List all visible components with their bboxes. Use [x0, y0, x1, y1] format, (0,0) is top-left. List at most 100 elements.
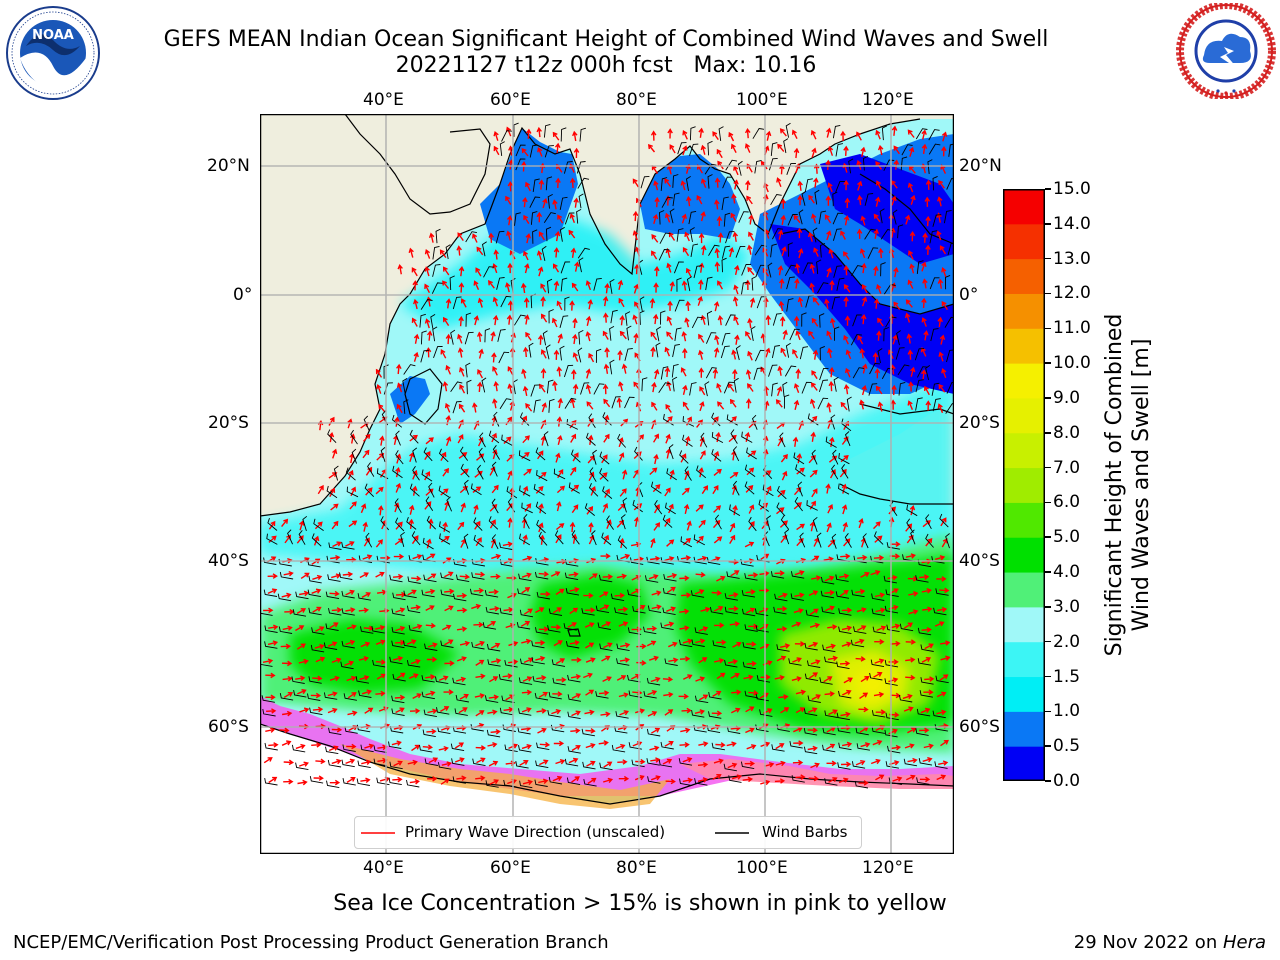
wind-barb	[754, 349, 766, 362]
wind-barb	[888, 777, 902, 785]
wave-direction-arrow	[375, 571, 385, 578]
colorbar-tick-label: 3.0	[1053, 596, 1081, 617]
wave-direction-arrow	[686, 520, 692, 531]
wave-direction-arrow	[797, 194, 803, 206]
wave-direction-arrow	[426, 553, 436, 560]
wind-barb	[932, 398, 941, 412]
wave-direction-arrow	[617, 759, 628, 765]
wave-direction-arrow	[359, 675, 370, 681]
wave-direction-arrow	[476, 331, 483, 342]
wind-barb	[295, 762, 309, 771]
wave-direction-arrow	[602, 295, 609, 307]
wind-barb	[371, 626, 385, 634]
wave-direction-arrow	[922, 232, 928, 243]
wave-direction-arrow	[525, 331, 532, 341]
wave-direction-arrow	[263, 757, 273, 764]
wave-direction-arrow	[921, 317, 927, 327]
wind-barb	[302, 515, 308, 532]
wave-direction-arrow	[666, 586, 676, 594]
wave-direction-arrow	[902, 693, 913, 700]
wind-barb	[577, 347, 583, 363]
wave-direction-arrow	[358, 607, 369, 614]
wind-barb	[548, 691, 562, 700]
wind-barb	[746, 447, 757, 460]
wave-direction-arrow	[713, 505, 722, 513]
wave-direction-arrow	[312, 606, 322, 613]
wind-barb	[597, 622, 611, 630]
wave-direction-arrow	[585, 689, 595, 696]
wave-direction-arrow	[747, 350, 753, 361]
colorbar-segment	[1003, 572, 1045, 608]
wave-direction-arrow	[745, 607, 756, 614]
wind-barb	[753, 367, 763, 381]
wave-direction-arrow	[652, 313, 659, 325]
wind-barb	[406, 660, 421, 668]
wave-direction-arrow	[941, 131, 948, 142]
lat-label-right-20n: 20°N	[959, 156, 1002, 176]
wave-direction-arrow	[350, 486, 357, 497]
wind-barb	[426, 515, 437, 530]
wind-barb	[812, 516, 818, 533]
wave-direction-arrow	[344, 660, 355, 667]
wind-barb	[547, 710, 561, 718]
wave-direction-arrow	[618, 692, 629, 698]
wave-direction-arrow	[569, 521, 576, 533]
colorbar-tick-label: 13.0	[1053, 248, 1091, 269]
wave-direction-arrow	[556, 677, 567, 683]
wave-direction-arrow	[682, 401, 690, 411]
wave-direction-arrow	[809, 608, 819, 616]
wave-direction-arrow	[860, 675, 870, 683]
wave-direction-arrow	[764, 762, 775, 768]
wave-direction-arrow	[535, 655, 546, 662]
wind-barb	[403, 399, 409, 414]
wave-direction-arrow	[937, 403, 944, 414]
wave-direction-arrow	[395, 467, 401, 478]
wave-direction-arrow	[748, 504, 755, 514]
wave-direction-arrow	[860, 572, 870, 578]
wave-direction-arrow	[682, 246, 690, 257]
wave-direction-arrow	[327, 641, 338, 647]
wave-direction-arrow	[797, 296, 804, 308]
wave-direction-arrow	[826, 760, 837, 767]
wave-direction-arrow	[716, 382, 722, 393]
wave-direction-arrow	[519, 760, 529, 766]
wave-direction-arrow	[361, 759, 372, 765]
wave-direction-arrow	[791, 621, 802, 628]
wind-barb	[436, 707, 450, 715]
wind-barb	[309, 776, 324, 784]
wind-barb	[927, 159, 933, 174]
wind-barb	[554, 530, 564, 545]
wind-barb	[784, 264, 797, 277]
wind-barb	[659, 232, 671, 244]
wind-barb	[628, 742, 642, 750]
wave-direction-arrow	[312, 574, 323, 581]
wind-barb	[518, 677, 533, 685]
wave-direction-arrow	[809, 500, 816, 510]
wind-barb	[686, 276, 692, 292]
wind-barb	[684, 466, 692, 481]
wave-direction-arrow	[331, 657, 342, 664]
wind-barb	[609, 279, 615, 294]
wave-direction-arrow	[439, 249, 447, 259]
wave-direction-arrow	[840, 230, 846, 240]
wave-direction-arrow	[701, 485, 709, 495]
wave-direction-arrow	[829, 317, 836, 329]
wave-direction-arrow	[616, 675, 627, 681]
wind-barb	[311, 533, 322, 547]
wave-direction-arrow	[621, 363, 628, 374]
wind-barb	[308, 607, 322, 616]
wind-barb	[740, 281, 749, 295]
lon-label-bottom-100e: 100°E	[736, 858, 788, 878]
wind-barb	[837, 762, 851, 770]
wave-direction-arrow	[711, 590, 723, 596]
colorbar-segment	[1003, 397, 1045, 434]
wind-barb	[560, 261, 571, 274]
wave-direction-arrow	[666, 606, 677, 612]
wave-direction-arrow	[774, 674, 785, 681]
wave-direction-arrow	[840, 553, 851, 560]
wind-barb	[744, 624, 758, 632]
wave-direction-arrow	[733, 179, 739, 190]
wave-direction-arrow	[441, 624, 452, 631]
wave-direction-arrow	[523, 468, 532, 476]
wind-barb	[744, 573, 758, 581]
